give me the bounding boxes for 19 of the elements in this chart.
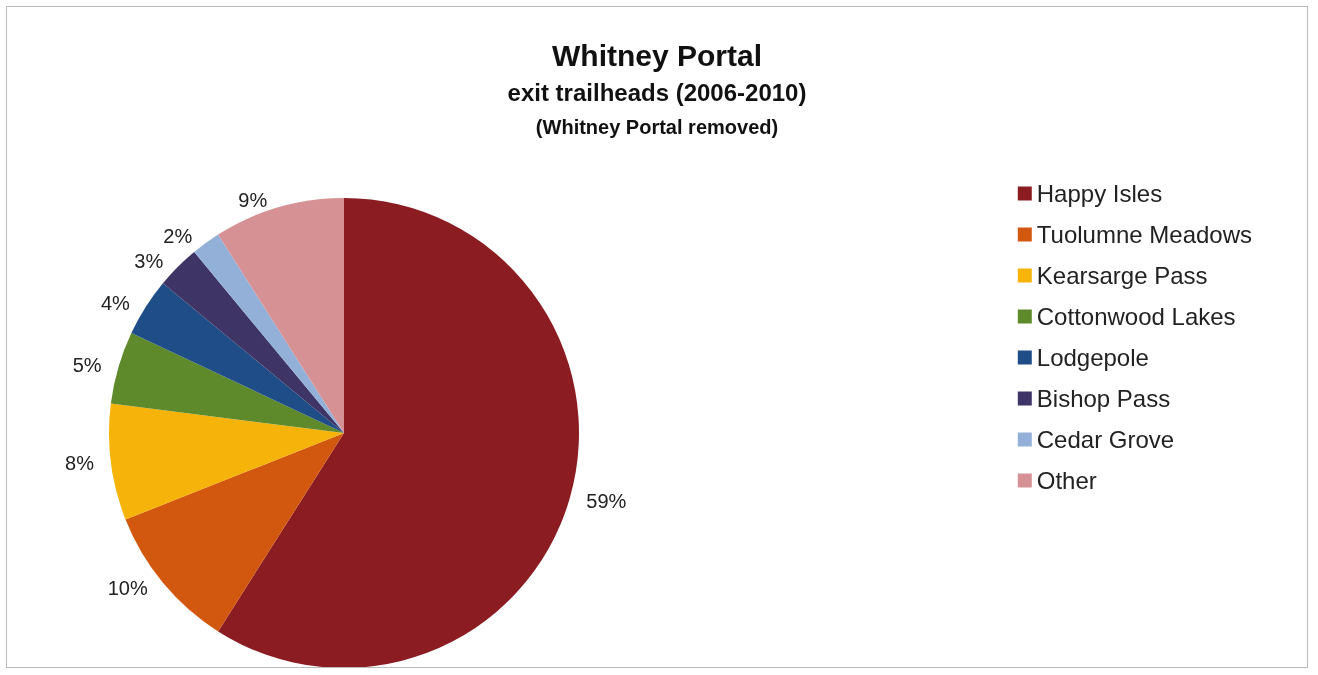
data-label: 2% [163, 225, 193, 248]
data-label: 8% [65, 452, 95, 475]
legend-label: Cottonwood Lakes [1036, 303, 1236, 330]
data-label: 9% [238, 188, 268, 211]
chart-subtitle: exit trailheads (2006-2010) [507, 78, 807, 106]
data-label: 3% [134, 250, 164, 273]
data-label: 10% [107, 576, 148, 599]
legend-label: Tuolumne Meadows [1036, 221, 1252, 248]
legend-label: Lodgepole [1036, 344, 1149, 371]
legend-label: Other [1036, 467, 1097, 494]
data-label: 5% [72, 354, 102, 377]
legend-label: Kearsarge Pass [1036, 262, 1208, 289]
legend-label: Happy Isles [1036, 180, 1163, 207]
text: (Whitney Portal removed) [535, 116, 779, 138]
data-label: 59% [586, 489, 627, 512]
data-label: 4% [100, 291, 131, 314]
chart-title: Whitney Portal [551, 38, 763, 72]
legend-label: Cedar Grove [1036, 426, 1175, 453]
legend-label: Bishop Pass [1036, 385, 1171, 412]
